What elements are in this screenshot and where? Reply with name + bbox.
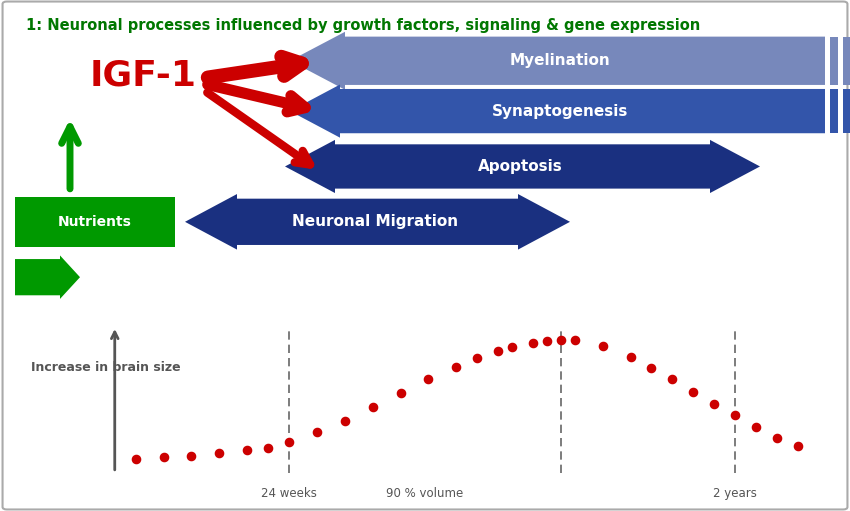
Point xyxy=(596,341,609,350)
Point xyxy=(666,375,679,383)
Bar xyxy=(830,37,838,85)
Point xyxy=(241,446,254,454)
Text: Myelination: Myelination xyxy=(510,53,610,68)
Polygon shape xyxy=(290,84,825,137)
Text: Nutrients: Nutrients xyxy=(58,215,132,229)
Polygon shape xyxy=(292,492,558,502)
Bar xyxy=(843,89,850,133)
Point xyxy=(707,400,721,408)
Polygon shape xyxy=(285,140,760,193)
Polygon shape xyxy=(290,32,825,90)
Bar xyxy=(830,89,838,133)
Point xyxy=(184,452,198,460)
Polygon shape xyxy=(185,194,570,249)
Point xyxy=(282,438,296,446)
Point xyxy=(422,375,435,383)
Text: IGF-1: IGF-1 xyxy=(90,59,197,93)
Polygon shape xyxy=(564,492,732,502)
Text: 1: Neuronal processes influenced by growth factors, signaling & gene expression: 1: Neuronal processes influenced by grow… xyxy=(26,18,700,33)
Point xyxy=(687,388,700,396)
Point xyxy=(310,428,324,436)
Text: Apoptosis: Apoptosis xyxy=(478,159,563,174)
Point xyxy=(366,403,379,411)
Point xyxy=(554,336,568,344)
Text: Neuronal Migration: Neuronal Migration xyxy=(292,214,458,229)
Point xyxy=(450,362,463,370)
Point xyxy=(338,417,352,425)
Bar xyxy=(15,197,175,247)
Polygon shape xyxy=(15,256,80,299)
Point xyxy=(624,353,638,361)
Point xyxy=(261,444,275,452)
Point xyxy=(749,423,762,431)
Point xyxy=(505,343,518,351)
Point xyxy=(526,339,540,347)
Point xyxy=(644,364,658,372)
Point xyxy=(129,455,143,463)
Point xyxy=(470,354,484,362)
Text: 90 % volume: 90 % volume xyxy=(386,486,463,500)
Point xyxy=(212,449,226,457)
Text: Increase in brain size: Increase in brain size xyxy=(31,361,181,375)
Point xyxy=(156,453,170,461)
Text: 2 years: 2 years xyxy=(713,486,757,500)
Point xyxy=(728,411,742,420)
Point xyxy=(394,389,407,397)
Point xyxy=(491,347,505,355)
Point xyxy=(791,442,805,450)
Text: 24 weeks: 24 weeks xyxy=(261,486,317,500)
Bar xyxy=(843,37,850,85)
Text: Synaptogenesis: Synaptogenesis xyxy=(492,104,628,119)
Point xyxy=(540,337,553,345)
Point xyxy=(568,336,581,344)
Point xyxy=(770,434,784,442)
